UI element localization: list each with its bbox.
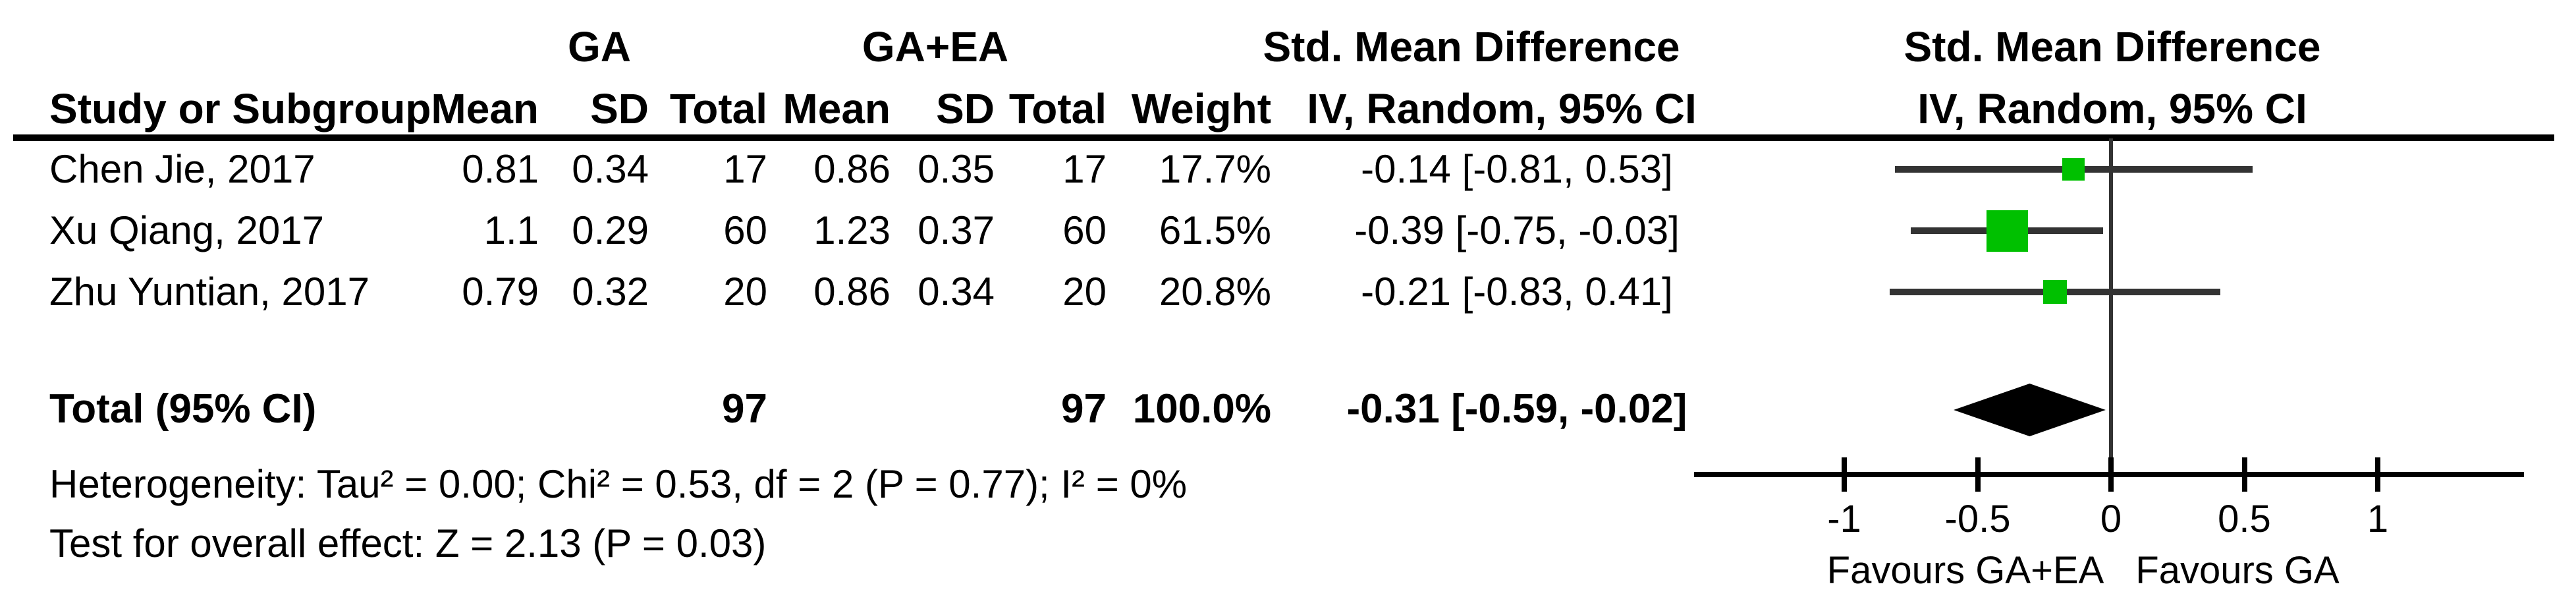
cell-weight: 20.8%	[1159, 270, 1271, 314]
col-header-ga-mean: Mean	[431, 85, 539, 132]
study-weight-square	[2062, 158, 2085, 181]
cell-gaea-total: 17	[1062, 147, 1107, 191]
cell-study-label: Chen Jie, 2017	[49, 147, 315, 191]
cell-gaea-sd: 0.35	[918, 147, 995, 191]
cell-gaea-mean: 0.86	[813, 147, 891, 191]
cell-ga-mean: 0.81	[462, 147, 539, 191]
smd-header-table: Std. Mean Difference	[1263, 23, 1680, 71]
col-header-iv-table: IV, Random, 95% CI	[1307, 85, 1697, 132]
cell-study-label: Zhu Yuntian, 2017	[49, 270, 370, 314]
cell-ga-total: 17	[723, 147, 767, 191]
header-rule	[13, 134, 2554, 141]
total-gaea-n: 97	[1061, 386, 1107, 432]
total-ga-n: 97	[722, 386, 767, 432]
cell-ga-mean: 0.79	[462, 270, 539, 314]
col-header-gaea-total: Total	[1008, 85, 1107, 132]
overall-effect-text: Test for overall effect: Z = 2.13 (P = 0…	[49, 521, 767, 565]
axis-tick-label: -1	[1827, 498, 1861, 540]
favours-left-label: Favours GA+EA	[1826, 549, 2104, 592]
axis-tick	[1842, 457, 1847, 492]
cell-ga-total: 60	[723, 208, 767, 252]
cell-ga-sd: 0.32	[572, 270, 649, 314]
study-weight-square	[2042, 280, 2067, 304]
cell-smd-ci: -0.14 [-0.81, 0.53]	[1361, 147, 1673, 191]
cell-gaea-mean: 0.86	[813, 270, 891, 314]
study-weight-square	[1986, 210, 2028, 252]
summary-diamond	[1954, 384, 2106, 436]
col-header-study: Study or Subgroup	[49, 85, 431, 132]
favours-right-label: Favours GA	[2135, 549, 2340, 592]
cell-ga-mean: 1.1	[483, 208, 539, 252]
cell-ga-sd: 0.29	[572, 208, 649, 252]
cell-gaea-total: 60	[1062, 208, 1107, 252]
cell-smd-ci: -0.21 [-0.83, 0.41]	[1361, 270, 1673, 314]
total-label: Total (95% CI)	[49, 386, 317, 432]
axis-tick	[1975, 457, 1981, 492]
col-header-gaea-mean: Mean	[782, 85, 891, 132]
cell-gaea-sd: 0.34	[918, 270, 995, 314]
total-smd-ci: -0.31 [-0.59, -0.02]	[1346, 386, 1687, 432]
axis-tick	[2241, 457, 2247, 492]
col-header-ga-sd: SD	[590, 85, 649, 132]
col-header-iv-plot: IV, Random, 95% CI	[1917, 85, 2307, 132]
cell-weight: 17.7%	[1159, 147, 1271, 191]
cell-weight: 61.5%	[1159, 208, 1271, 252]
cell-gaea-sd: 0.37	[918, 208, 995, 252]
axis-tick	[2108, 457, 2114, 492]
total-weight: 100.0%	[1132, 386, 1271, 432]
axis-tick-label: 0	[2100, 498, 2122, 540]
axis-tick-label: 1	[2367, 498, 2389, 540]
smd-header-plot: Std. Mean Difference	[1904, 23, 2321, 71]
cell-gaea-total: 20	[1062, 270, 1107, 314]
heterogeneity-text: Heterogeneity: Tau² = 0.00; Chi² = 0.53,…	[49, 462, 1188, 506]
col-header-weight: Weight	[1131, 85, 1271, 132]
cell-smd-ci: -0.39 [-0.75, -0.03]	[1354, 208, 1680, 252]
axis-tick-label: -0.5	[1944, 498, 2011, 540]
group-header-ga: GA	[568, 23, 631, 71]
axis-tick-label: 0.5	[2218, 498, 2271, 540]
cell-ga-sd: 0.34	[572, 147, 649, 191]
col-header-ga-total: Total	[669, 85, 767, 132]
cell-ga-total: 20	[723, 270, 767, 314]
cell-gaea-mean: 1.23	[813, 208, 891, 252]
cell-study-label: Xu Qiang, 2017	[49, 208, 324, 252]
zero-effect-line	[2109, 138, 2113, 492]
axis-tick	[2375, 457, 2380, 492]
col-header-gaea-sd: SD	[936, 85, 995, 132]
group-header-gaea: GA+EA	[862, 23, 1009, 71]
